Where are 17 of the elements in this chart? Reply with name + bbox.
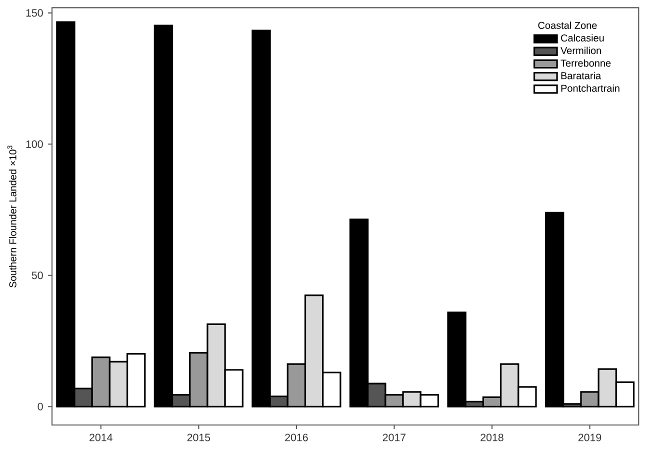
legend-label: Pontchartrain [561,84,620,92]
x-tick-label: 2015 [187,434,210,442]
legend-label: Vermilion [560,46,601,54]
y-tick-label: 0 [38,402,43,410]
legend-label: Barataria [561,72,602,80]
y-tick-label: 150 [26,9,43,17]
y-axis-title: Southern Flounder Landed ×10$^{3}$ [7,146,16,288]
y-tick-label: 100 [26,140,43,148]
x-tick-label: 2019 [578,434,602,442]
x-tick-label: 2014 [90,434,112,442]
y-tick-label: 50 [32,272,43,280]
legend-label: Calcasieu [561,34,604,42]
x-tick-label: 2017 [382,434,406,442]
x-tick-label: 2016 [285,434,308,442]
legend-title: Coastal Zone [538,22,597,29]
legend-label: Terrebonne [560,59,611,67]
x-tick-label: 2018 [480,434,504,442]
